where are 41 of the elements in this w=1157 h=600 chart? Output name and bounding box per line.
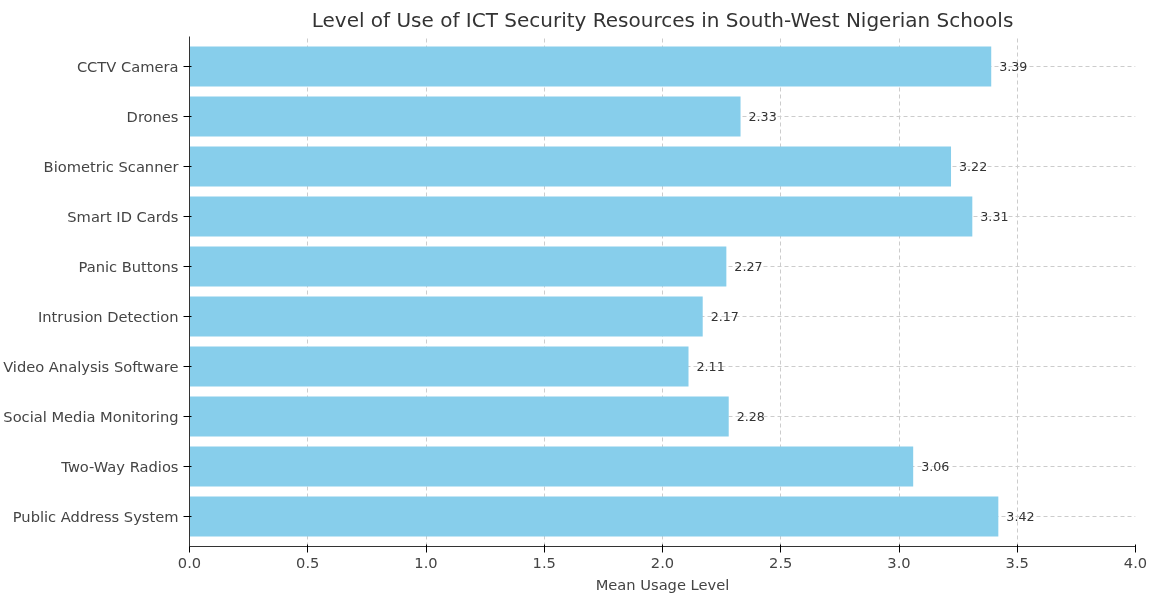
- y-tick-label: Panic Buttons: [78, 258, 179, 275]
- bar: [189, 346, 689, 387]
- bar: [189, 296, 703, 337]
- data-label: 2.17: [710, 309, 739, 324]
- x-axis-title: Mean Usage Level: [595, 575, 730, 593]
- bar: [189, 446, 914, 487]
- y-tick-label: CCTV Camera: [76, 58, 179, 75]
- x-tick-label: 0.0: [177, 553, 202, 571]
- bar: [189, 396, 729, 437]
- bar: [189, 46, 992, 87]
- data-label: 3.22: [959, 159, 988, 174]
- data-label: 3.31: [980, 209, 1009, 224]
- data-label: 2.28: [736, 409, 765, 424]
- x-tick-label: 1.0: [414, 553, 438, 571]
- y-tick-label: Smart ID Cards: [67, 208, 179, 225]
- data-label: 3.39: [999, 59, 1028, 74]
- x-tick-label: 1.5: [532, 553, 556, 571]
- bar: [189, 246, 727, 287]
- y-tick-label: Video Analysis Software: [3, 358, 179, 375]
- x-tick-label: 2.5: [769, 553, 793, 571]
- data-label: 2.11: [696, 359, 725, 374]
- x-tick-label: 3.5: [1005, 553, 1029, 571]
- x-tick-label: 4.0: [1123, 553, 1148, 571]
- bar: [189, 196, 973, 237]
- bar: [189, 96, 741, 137]
- y-tick-label: Social Media Monitoring: [3, 408, 179, 425]
- y-tick-label: Intrusion Detection: [38, 308, 179, 325]
- bar: [189, 146, 952, 187]
- x-tick-label: 2.0: [650, 553, 675, 571]
- y-tick-label: Biometric Scanner: [43, 158, 180, 175]
- x-tick-label: 0.5: [296, 553, 320, 571]
- y-tick-label: Public Address System: [12, 508, 179, 525]
- bar: [189, 496, 999, 537]
- data-label: 2.33: [748, 109, 777, 124]
- data-label: 3.06: [921, 459, 950, 474]
- data-label: 2.27: [734, 259, 763, 274]
- data-label: 3.42: [1006, 509, 1035, 524]
- y-tick-label: Drones: [126, 108, 179, 125]
- y-tick-label: Two-Way Radios: [60, 458, 179, 475]
- x-tick-label: 3.0: [887, 553, 911, 571]
- chart-title: Level of Use of ICT Security Resources in South-West Nigerian Schools: [311, 7, 1014, 32]
